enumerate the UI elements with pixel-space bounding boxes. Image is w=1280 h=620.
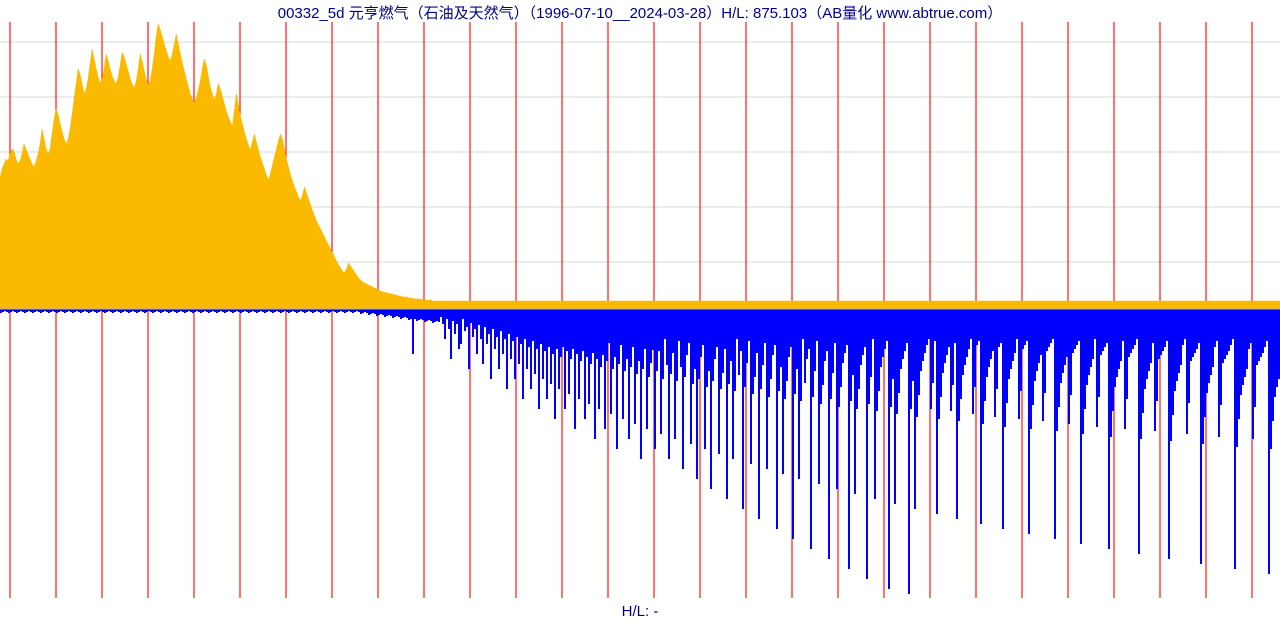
chart-area: [0, 22, 1280, 598]
chart-title: 00332_5d 元亨燃气（石油及天然气）（1996-07-10__2024-0…: [0, 0, 1280, 23]
chart-footer: H/L: -: [0, 603, 1280, 620]
chart-svg: [0, 22, 1280, 598]
